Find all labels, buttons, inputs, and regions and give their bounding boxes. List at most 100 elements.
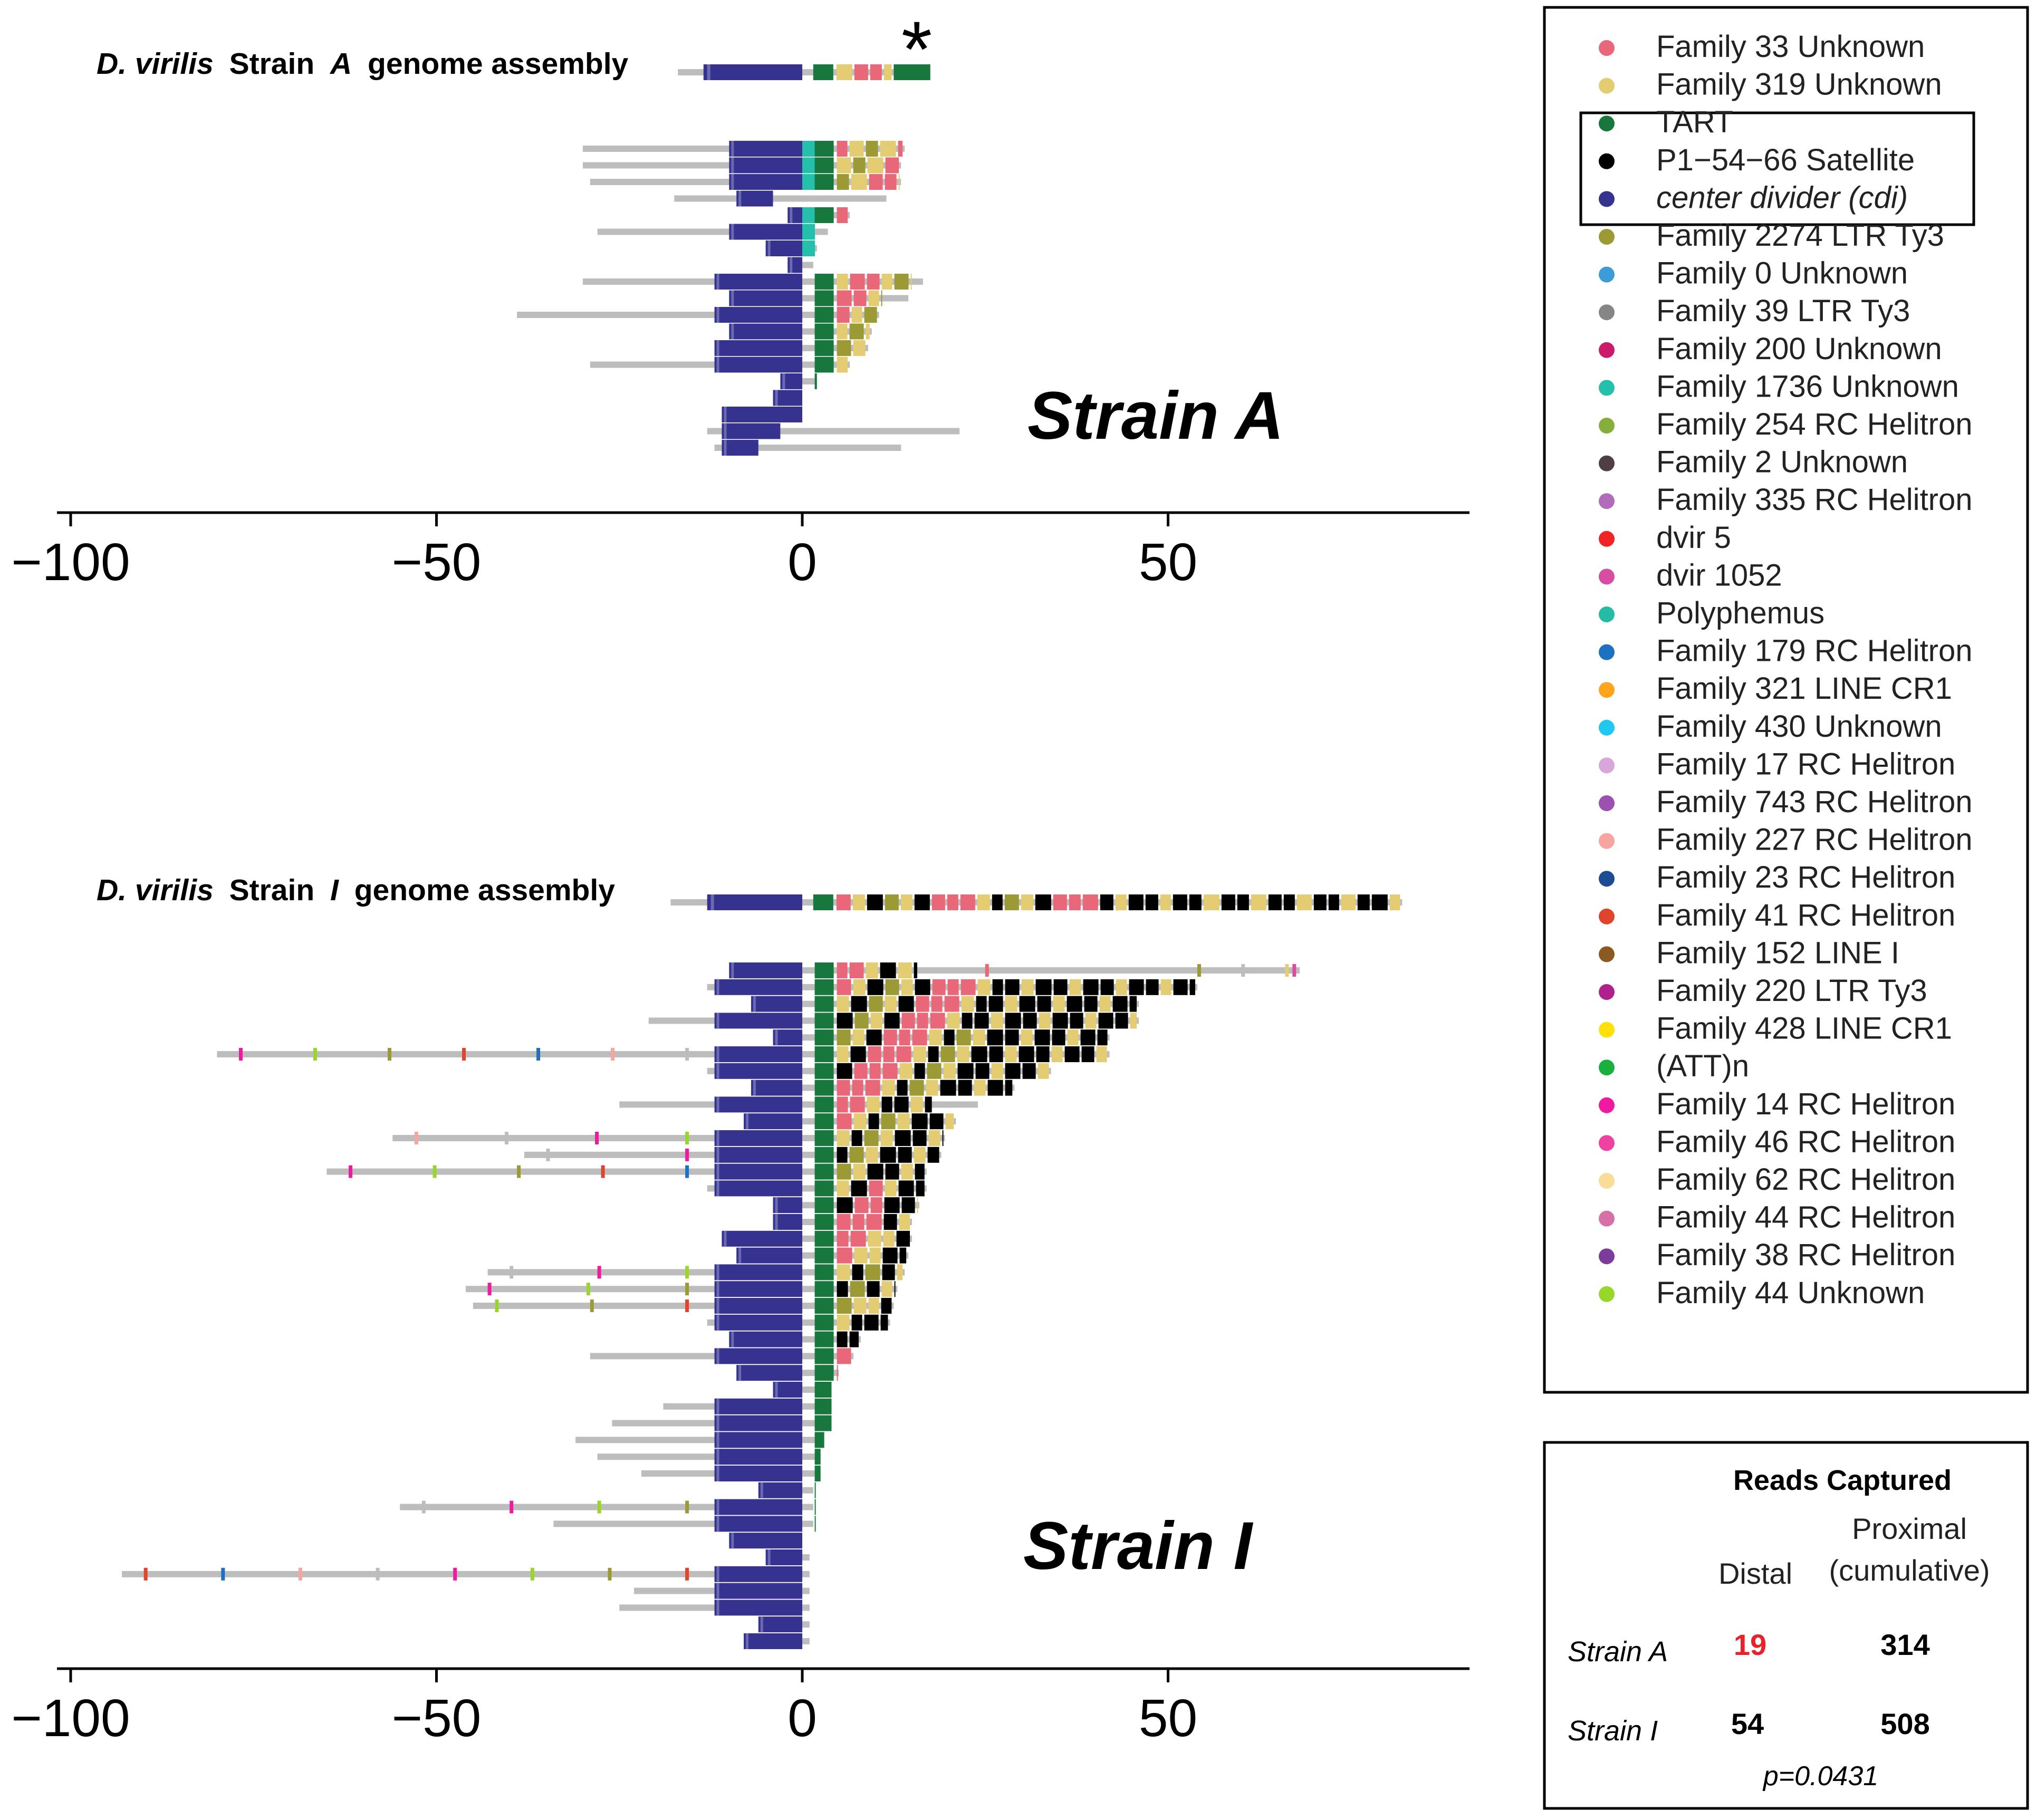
strain-a-read-18-span <box>714 445 901 451</box>
strain-a-read-5-cyan-block <box>802 224 815 240</box>
strain-i-read-24-repeat-block <box>837 1365 838 1381</box>
strain-i-read-9-tart-block <box>814 1113 834 1130</box>
strain-i-read-21-tart-block <box>814 1314 834 1331</box>
strain-i-read <box>736 1365 839 1381</box>
strain-i-read-8-repeat-block <box>894 1096 909 1113</box>
strain-a-read-2-repeat-block <box>851 174 867 190</box>
strain-i-tick-label: −50 <box>392 1689 482 1748</box>
strain-i-read-6-cdi-notch <box>716 1063 719 1079</box>
strain-i-assembly-repeat-block <box>852 894 865 910</box>
strain-i-read-18-repeat-block <box>897 1264 903 1280</box>
stats-proximal-strain-a: 314 <box>1880 1628 1929 1661</box>
strain-i-read-7-repeat-block <box>974 1080 986 1096</box>
strain-i-read-8-repeat-block <box>925 1096 932 1113</box>
strain-i-read-0-repeat-block <box>837 962 848 978</box>
strain-i-read-35-cdi-notch <box>767 1549 771 1565</box>
strain-i-read-4-tart-block <box>814 1029 834 1046</box>
strain-i-read-28-cdi-block <box>714 1432 802 1448</box>
strain-a-read <box>674 190 887 207</box>
strain-i-read <box>619 1600 810 1616</box>
strain-a-read-4-repeat-block <box>837 207 848 223</box>
legend-marker <box>1599 1210 1615 1227</box>
strain-i-read <box>400 1499 816 1515</box>
strain-i-assembly-repeat-block <box>1237 894 1249 910</box>
strain-i-read-7-repeat-block <box>882 1080 895 1096</box>
strain-i-read-12-repeat-block <box>837 1163 851 1180</box>
strain-a-assembly-tart <box>813 64 833 80</box>
strain-i-read-24-cdi-notch <box>738 1365 742 1381</box>
strain-i-read-12-repeat-block <box>885 1163 899 1180</box>
strain-i-read-17-cdi-block <box>736 1247 802 1264</box>
strain-i-assembly-repeat-block <box>960 894 975 910</box>
strain-i-read-8-repeat-block <box>850 1096 865 1113</box>
strain-a-read-11-cdi-block <box>729 323 802 340</box>
strain-a-read-5-cdi-notch <box>731 224 734 240</box>
strain-a-read-10-repeat-block <box>851 307 862 323</box>
strain-i-assembly-repeat-block <box>947 894 958 910</box>
strain-i-assembly-repeat-block <box>1160 894 1171 910</box>
strain-a-read-9-repeat-block <box>853 290 867 306</box>
strain-i-read-17-repeat-block <box>837 1247 852 1264</box>
strain-i-read-18-repeat-block <box>865 1264 880 1280</box>
strain-i-read-10-left-mark <box>504 1132 508 1144</box>
strain-i-read-27-tart-block <box>814 1415 832 1431</box>
legend-label: Family 254 RC Helitron <box>1656 407 1973 441</box>
strain-i-assembly-repeat-block <box>914 894 930 910</box>
strain-a-read-0-repeat-block <box>898 141 903 157</box>
legend-marker <box>1599 1173 1615 1189</box>
strain-i-read-4-repeat-block <box>1067 1029 1079 1046</box>
strain-a-assembly-repeat-block <box>836 64 852 80</box>
strain-a-read-10-cdi-block <box>714 307 802 323</box>
stats-row-strain-i: Strain I <box>1568 1715 1658 1747</box>
legend-marker <box>1599 1135 1615 1151</box>
strain-i-read-4-repeat-block <box>1052 1029 1065 1046</box>
strain-i-read-3-repeat-block <box>1098 1013 1113 1029</box>
panel-strain-a: D. virilis Strain A genome assembly * St… <box>11 5 1470 592</box>
legend-marker <box>1599 266 1615 283</box>
strain-i-read-2-repeat-block <box>1019 996 1035 1012</box>
strain-i-read <box>217 1046 1110 1062</box>
strain-i-read-20-repeat-block <box>853 1298 867 1314</box>
strain-i-read-37-cdi-notch <box>716 1583 719 1599</box>
strain-i-read-27-cdi-block <box>714 1415 802 1431</box>
strain-i-read-4-repeat-block <box>929 1029 942 1046</box>
strain-i-read-17-repeat-block <box>854 1247 868 1264</box>
strain-i-read-7-cdi-block <box>751 1080 802 1096</box>
strain-a-read-9-repeat-block <box>837 290 852 306</box>
stats-header-proximal: Proximal <box>1852 1512 1967 1545</box>
strain-i-read-21-cdi-notch <box>716 1314 719 1331</box>
strain-i-read-4-cdi-block <box>773 1029 802 1046</box>
strain-i-read-33-cdi-notch <box>716 1516 719 1532</box>
strain-a-read-2-repeat-block <box>869 174 883 190</box>
legend-label: Family 44 Unknown <box>1656 1276 1925 1310</box>
strain-i-read-28-cdi-notch <box>716 1432 719 1448</box>
legend-label: Family 335 RC Helitron <box>1656 483 1973 517</box>
strain-i-read-17-repeat-block <box>869 1247 881 1264</box>
strain-i-read-2-repeat-block <box>1037 996 1051 1012</box>
strain-i-read-1-cdi-notch <box>716 979 719 995</box>
strain-i-read-14-repeat-block <box>901 1197 915 1214</box>
strain-i-read-1-repeat-block <box>1021 979 1034 995</box>
strain-a-read <box>714 440 901 456</box>
strain-a-read-15-cdi-block <box>773 390 802 406</box>
strain-i-read-4-repeat-block <box>1034 1029 1050 1046</box>
legend-label: Family 1736 Unknown <box>1656 369 1959 403</box>
strain-i-read <box>590 1348 854 1364</box>
strain-a-read <box>582 274 923 290</box>
strain-i-read-2-cdi-notch <box>753 996 756 1012</box>
strain-i-read <box>729 1533 802 1549</box>
strain-i-read-12-cdi-notch <box>716 1163 719 1180</box>
strain-i-assembly-repeat-block <box>992 894 1003 910</box>
strain-i-read-20-left-mark <box>590 1299 594 1312</box>
strain-i-read-16-repeat-block <box>896 1230 910 1247</box>
strain-i-read <box>473 1298 894 1314</box>
strain-i-read-5-left-mark <box>611 1048 615 1061</box>
x-ticks-strain-a: −100 −50 0 50 <box>11 513 1197 592</box>
strain-i-read-11-repeat-block <box>898 1147 912 1163</box>
strain-i-assembly-repeat-block <box>1189 894 1202 910</box>
strain-i-read-30-cdi-block <box>714 1466 802 1481</box>
strain-i-read <box>122 1566 810 1582</box>
strain-i-read-31-cdi-notch <box>760 1482 763 1498</box>
strain-i-read-12-repeat-block <box>915 1163 925 1180</box>
